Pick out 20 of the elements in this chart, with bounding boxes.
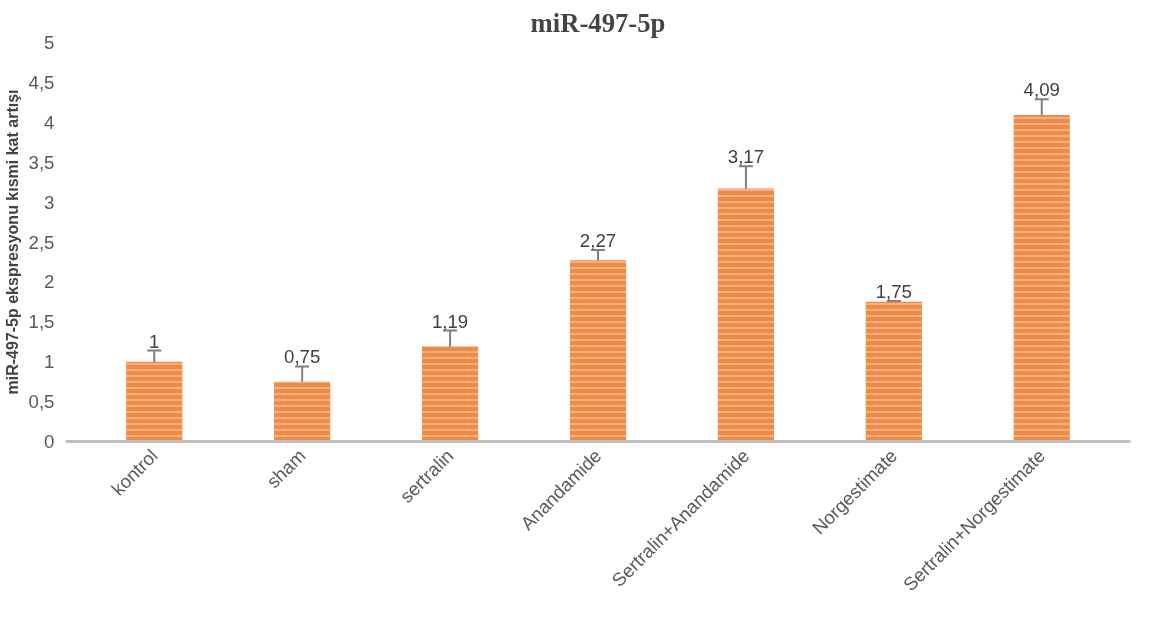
- y-axis-title: miR-497-5p ekspresyonu kısmi kat artışı: [3, 89, 21, 395]
- data-label: 1,19: [431, 310, 469, 332]
- y-tick-label: 4,5: [28, 71, 55, 93]
- data-label: 2,27: [579, 229, 617, 251]
- y-tick-label: 3,5: [28, 151, 55, 173]
- y-tick-label: 1: [44, 351, 55, 373]
- y-tick-label: 0,5: [28, 391, 55, 413]
- data-label: 4,09: [1023, 79, 1060, 101]
- y-tick-label: 1,5: [28, 311, 55, 333]
- y-tick-label: 2,5: [28, 231, 55, 253]
- y-tick-label: 0: [44, 431, 55, 452]
- chart-title: miR-497-5p: [530, 7, 666, 38]
- y-tick-label: 3: [44, 191, 55, 213]
- y-tick-label: 4: [44, 111, 55, 133]
- data-label: 0,75: [284, 346, 321, 368]
- y-tick-label: 2: [44, 271, 55, 293]
- data-label: 3,17: [727, 146, 765, 168]
- data-label: 1: [149, 330, 160, 352]
- y-tick-label: 5: [44, 32, 55, 53]
- data-label: 1,75: [875, 281, 912, 303]
